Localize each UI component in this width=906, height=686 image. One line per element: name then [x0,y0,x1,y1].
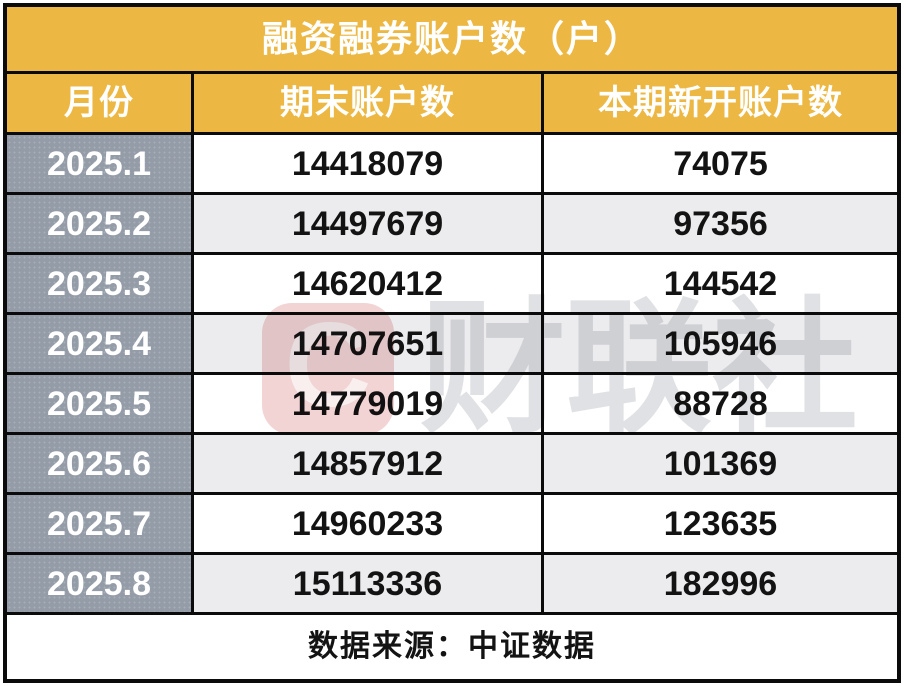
column-header-month: 月份 [7,74,191,132]
new-accounts-cell: 144542 [544,255,897,312]
month-cell: 2025.7 [7,495,191,552]
source-note: 数据来源：中证数据 [7,615,897,679]
end-accounts-cell: 14497679 [194,195,541,252]
end-accounts-cell: 14707651 [194,315,541,372]
month-cell: 2025.4 [7,315,191,372]
column-header-end-accounts: 期末账户数 [194,74,541,132]
end-accounts-cell: 14857912 [194,435,541,492]
month-cell: 2025.3 [7,255,191,312]
new-accounts-cell: 105946 [544,315,897,372]
end-accounts-cell: 14418079 [194,135,541,192]
month-cell: 2025.6 [7,435,191,492]
end-accounts-cell: 14960233 [194,495,541,552]
month-cell: 2025.1 [7,135,191,192]
month-cell: 2025.2 [7,195,191,252]
end-accounts-cell: 15113336 [194,555,541,612]
new-accounts-cell: 123635 [544,495,897,552]
new-accounts-cell: 88728 [544,375,897,432]
new-accounts-cell: 101369 [544,435,897,492]
new-accounts-cell: 97356 [544,195,897,252]
new-accounts-cell: 182996 [544,555,897,612]
month-cell: 2025.8 [7,555,191,612]
column-header-new-accounts: 本期新开账户数 [544,74,897,132]
table-title: 融资融券账户数（户） [7,7,897,71]
month-cell: 2025.5 [7,375,191,432]
margin-accounts-table: 融资融券账户数（户） 月份 期末账户数 本期新开账户数 2025.1 14418… [3,3,901,683]
end-accounts-cell: 14620412 [194,255,541,312]
end-accounts-cell: 14779019 [194,375,541,432]
new-accounts-cell: 74075 [544,135,897,192]
